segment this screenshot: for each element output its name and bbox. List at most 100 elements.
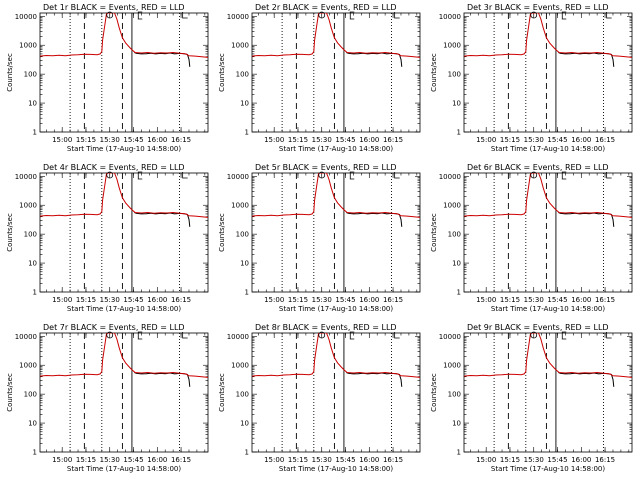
x-tick-label: 15:30 — [524, 296, 544, 304]
x-tick-label: 15:30 — [312, 136, 332, 144]
bracket-close-symbol — [182, 332, 188, 339]
x-tick-label: 15:15 — [76, 296, 96, 304]
x-tick-label: 16:15 — [171, 136, 191, 144]
x-tick-label: 16:00 — [571, 136, 591, 144]
bracket-close-symbol — [606, 12, 612, 19]
panel-title: Det 9r BLACK = Events, RED = LLD — [467, 323, 609, 332]
y-axis-label: Counts/sec — [430, 373, 438, 412]
y-tick-label: 1 — [33, 289, 37, 297]
y-axis-label: Counts/sec — [218, 53, 226, 92]
x-tick-label: 15:00 — [476, 456, 496, 464]
panel-title: Det 1r BLACK = Events, RED = LLD — [43, 3, 185, 12]
circle-symbol — [106, 11, 114, 19]
circle-symbol — [530, 171, 538, 179]
y-tick-label: 1000 — [443, 42, 461, 50]
y-tick-label: 10 — [240, 100, 249, 108]
panel-title: Det 8r BLACK = Events, RED = LLD — [255, 323, 397, 332]
chart-panel-6: Det 6r BLACK = Events, RED = LLD 1 10 100 10… — [430, 163, 633, 313]
x-tick-label: 15:15 — [288, 296, 308, 304]
y-tick-label: 10 — [28, 260, 37, 268]
bracket-open-symbol — [561, 11, 567, 20]
y-tick-label: 1 — [245, 129, 249, 137]
x-tick-label: 16:15 — [171, 456, 191, 464]
series-line-lld — [252, 13, 420, 58]
x-tick-label: 15:30 — [100, 456, 120, 464]
y-tick-label: 100 — [236, 71, 249, 79]
chart-panel-5: Det 5r BLACK = Events, RED = LLD 1 10 100 10… — [218, 163, 421, 313]
x-tick-label: 16:15 — [383, 136, 403, 144]
x-tick-label: 16:00 — [147, 296, 167, 304]
chart-panel-2: Det 2r BLACK = Events, RED = LLD 1 10 100 10… — [218, 3, 421, 153]
bracket-open-symbol — [349, 171, 355, 180]
bracket-close-symbol — [394, 12, 400, 19]
x-tick-label: 15:45 — [547, 296, 567, 304]
x-axis-label: Start Time (17-Aug-10 14:58:00) — [67, 145, 181, 153]
y-tick-label: 100 — [236, 231, 249, 239]
series-line-events — [346, 52, 403, 67]
y-tick-label: 1000 — [231, 42, 249, 50]
x-tick-label: 15:15 — [288, 136, 308, 144]
y-tick-label: 1000 — [443, 362, 461, 370]
plot-frame — [251, 12, 421, 133]
circle-symbol — [530, 331, 538, 339]
x-tick-label: 15:00 — [52, 296, 72, 304]
y-tick-label: 1 — [33, 449, 37, 457]
plot-frame — [39, 172, 209, 293]
bracket-close-symbol — [606, 172, 612, 179]
y-tick-label: 1 — [33, 129, 37, 137]
chart-panel-4: Det 4r BLACK = Events, RED = LLD 1 10 100 10… — [6, 163, 209, 313]
y-axis-label: Counts/sec — [6, 213, 14, 252]
series-line-lld — [40, 333, 208, 378]
y-tick-label: 1000 — [19, 362, 37, 370]
bracket-open-symbol — [349, 11, 355, 20]
x-tick-label: 15:15 — [76, 456, 96, 464]
series-line-lld — [464, 333, 632, 378]
y-tick-label: 1000 — [231, 362, 249, 370]
bracket-open-symbol — [561, 171, 567, 180]
y-tick-label: 10 — [28, 420, 37, 428]
panel-title: Det 2r BLACK = Events, RED = LLD — [255, 3, 397, 12]
panel-title: Det 3r BLACK = Events, RED = LLD — [467, 3, 609, 12]
series-line-events — [134, 372, 191, 387]
x-tick-label: 16:00 — [571, 296, 591, 304]
y-tick-label: 10 — [452, 260, 461, 268]
panel-title: Det 4r BLACK = Events, RED = LLD — [43, 163, 185, 172]
x-tick-label: 16:15 — [595, 136, 615, 144]
x-tick-label: 16:00 — [147, 456, 167, 464]
y-tick-label: 10 — [240, 420, 249, 428]
chart-panel-3: Det 3r BLACK = Events, RED = LLD 1 10 100 10… — [430, 3, 633, 153]
x-axis-label: Start Time (17-Aug-10 14:58:00) — [67, 305, 181, 313]
plot-frame — [463, 172, 633, 293]
chart-panel-1: Det 1r BLACK = Events, RED = LLD 1 10 100 10… — [6, 3, 209, 153]
chart-panel-7: Det 7r BLACK = Events, RED = LLD 1 10 100 10… — [6, 323, 209, 473]
x-tick-label: 15:30 — [100, 296, 120, 304]
series-line-events — [346, 212, 403, 227]
x-tick-label: 15:30 — [100, 136, 120, 144]
y-tick-label: 100 — [236, 391, 249, 399]
y-tick-label: 100 — [24, 391, 37, 399]
plot-frame — [463, 332, 633, 453]
x-tick-label: 15:00 — [264, 456, 284, 464]
plot-frame — [251, 332, 421, 453]
panel-title: Det 5r BLACK = Events, RED = LLD — [255, 163, 397, 172]
series-line-events — [134, 212, 191, 227]
x-tick-label: 15:45 — [123, 456, 143, 464]
y-tick-label: 1 — [457, 449, 461, 457]
plot-frame — [251, 172, 421, 293]
series-line-lld — [464, 173, 632, 218]
series-line-lld — [252, 333, 420, 378]
y-tick-label: 10000 — [15, 173, 37, 181]
x-axis-label: Start Time (17-Aug-10 14:58:00) — [67, 465, 181, 473]
x-tick-label: 15:00 — [52, 136, 72, 144]
series-line-events — [558, 52, 615, 67]
x-axis-label: Start Time (17-Aug-10 14:58:00) — [279, 305, 393, 313]
x-tick-label: 15:00 — [264, 136, 284, 144]
plot-frame — [39, 332, 209, 453]
x-tick-label: 15:00 — [476, 136, 496, 144]
x-axis-label: Start Time (17-Aug-10 14:58:00) — [491, 145, 605, 153]
y-tick-label: 10000 — [227, 13, 249, 21]
series-line-events — [346, 372, 403, 387]
x-tick-label: 15:15 — [500, 296, 520, 304]
x-axis-label: Start Time (17-Aug-10 14:58:00) — [491, 305, 605, 313]
